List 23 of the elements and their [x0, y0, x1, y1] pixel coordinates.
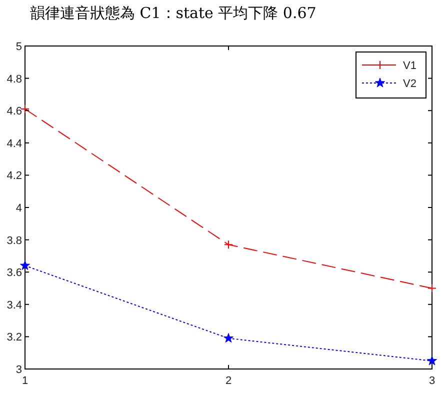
y-tick-label: 4.8: [6, 73, 22, 86]
legend-label: V2: [403, 78, 416, 90]
point: [224, 240, 233, 250]
y-tick-label: 3: [16, 364, 22, 376]
point: [20, 104, 30, 114]
y-tick-label: 4: [16, 202, 22, 214]
point: [223, 333, 234, 343]
y-tick-label: 3.8: [6, 234, 22, 247]
y-tick-label: 3.6: [6, 267, 22, 280]
y-tick-label: 4.4: [6, 138, 22, 150]
point: [428, 284, 436, 293]
x-tick-label: 3: [428, 375, 436, 387]
legend-label: V1: [403, 60, 416, 72]
x-tick-label: 2: [225, 375, 232, 387]
point: [20, 260, 30, 270]
point: [426, 356, 438, 366]
x-tick-label: 1: [22, 375, 28, 387]
y-tick-label: 4.6: [6, 106, 22, 118]
y-tick-label: 5: [16, 41, 22, 53]
y-tick-label: 3.2: [6, 332, 22, 344]
y-tick-label: 3.4: [6, 299, 22, 312]
y-tick-label: 4.2: [6, 170, 22, 182]
chart-title: 韻律連音狀態為 C1：state 平均下降 0.67: [30, 4, 316, 22]
